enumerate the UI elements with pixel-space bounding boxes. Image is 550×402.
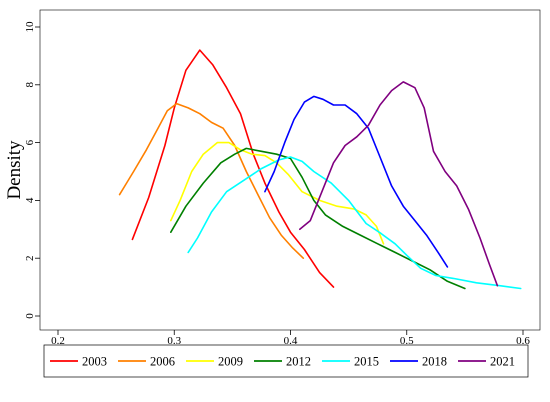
legend-label-2015: 2015 xyxy=(354,355,379,369)
plot-area-frame xyxy=(39,9,541,331)
series-line-2003 xyxy=(131,49,335,288)
y-tick-label: 2 xyxy=(24,255,36,261)
y-tick-label: 10 xyxy=(24,21,36,33)
x-axis: 0.2 0.3 0.4 0.5 0.6 xyxy=(51,330,530,347)
legend-label-2003: 2003 xyxy=(82,355,107,369)
series-line-2021 xyxy=(299,81,499,287)
legend-label-2012: 2012 xyxy=(286,355,311,369)
x-tick-label: 0.4 xyxy=(284,335,298,347)
series-line-2018 xyxy=(264,95,449,268)
x-tick-label: 0.6 xyxy=(516,335,530,347)
series-lines xyxy=(118,49,522,290)
y-axis-title: Density xyxy=(4,140,25,200)
x-tick-label: 0.2 xyxy=(51,335,65,347)
series-line-2015 xyxy=(187,156,522,290)
x-tick-label: 0.3 xyxy=(167,335,181,347)
x-tick-label: 0.5 xyxy=(400,335,414,347)
legend-label-2018: 2018 xyxy=(422,355,447,369)
legend: 2003 2006 2009 2012 2015 2018 2021 xyxy=(50,355,515,369)
legend-label-2006: 2006 xyxy=(150,355,175,369)
y-tick-label: 8 xyxy=(24,82,36,88)
series-line-2012 xyxy=(170,147,466,290)
y-tick-label: 4 xyxy=(24,197,36,203)
legend-label-2021: 2021 xyxy=(490,355,515,369)
series-line-2006 xyxy=(118,102,305,259)
y-axis: 0 2 4 6 8 10 xyxy=(24,21,40,319)
y-tick-label: 6 xyxy=(24,139,36,145)
legend-label-2009: 2009 xyxy=(218,355,243,369)
y-tick-label: 0 xyxy=(24,313,36,319)
